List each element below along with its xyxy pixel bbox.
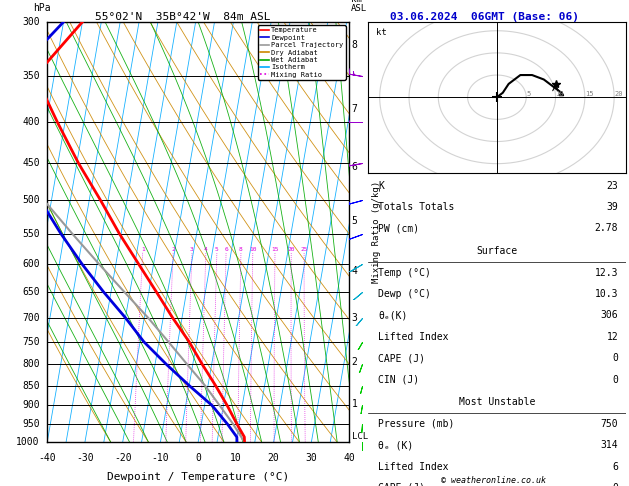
Text: 10: 10 <box>555 91 564 97</box>
Text: 300: 300 <box>22 17 40 27</box>
Text: 750: 750 <box>601 419 618 429</box>
Text: -10: -10 <box>152 453 169 463</box>
Text: 5: 5 <box>215 247 219 252</box>
Text: 23: 23 <box>606 181 618 191</box>
Text: Temp (°C): Temp (°C) <box>378 268 431 278</box>
Text: 4: 4 <box>352 266 357 276</box>
Text: 55°02'N  35B°42'W  84m ASL: 55°02'N 35B°42'W 84m ASL <box>94 12 270 22</box>
Text: -40: -40 <box>38 453 56 463</box>
Text: 10: 10 <box>249 247 257 252</box>
Text: Surface: Surface <box>476 246 518 256</box>
Text: 800: 800 <box>22 359 40 369</box>
Text: 7: 7 <box>352 104 357 114</box>
Text: 12.3: 12.3 <box>594 268 618 278</box>
Text: 950: 950 <box>22 419 40 429</box>
Text: km
ASL: km ASL <box>350 0 367 14</box>
Text: 0: 0 <box>195 453 201 463</box>
Text: 20: 20 <box>614 91 623 97</box>
Text: 2: 2 <box>171 247 175 252</box>
Text: Pressure (mb): Pressure (mb) <box>378 419 455 429</box>
Text: Mixing Ratio (g/kg): Mixing Ratio (g/kg) <box>372 181 381 283</box>
Text: 20: 20 <box>268 453 279 463</box>
Text: 6: 6 <box>612 462 618 471</box>
Text: 850: 850 <box>22 381 40 391</box>
Text: 03.06.2024  06GMT (Base: 06): 03.06.2024 06GMT (Base: 06) <box>390 12 579 22</box>
Text: 10.3: 10.3 <box>594 289 618 299</box>
Text: Lifted Index: Lifted Index <box>378 462 448 471</box>
Text: 450: 450 <box>22 158 40 169</box>
Text: 700: 700 <box>22 312 40 323</box>
Text: 400: 400 <box>22 117 40 127</box>
Text: -20: -20 <box>114 453 131 463</box>
Text: 600: 600 <box>22 259 40 269</box>
Text: 15: 15 <box>585 91 593 97</box>
Text: 1: 1 <box>141 247 145 252</box>
Text: 40: 40 <box>343 453 355 463</box>
Text: Lifted Index: Lifted Index <box>378 332 448 342</box>
Text: 3: 3 <box>190 247 194 252</box>
Text: θₑ (K): θₑ (K) <box>378 440 413 450</box>
Text: 350: 350 <box>22 70 40 81</box>
Text: 8: 8 <box>352 40 357 51</box>
Text: 0: 0 <box>612 375 618 384</box>
Legend: Temperature, Dewpoint, Parcel Trajectory, Dry Adiabat, Wet Adiabat, Isotherm, Mi: Temperature, Dewpoint, Parcel Trajectory… <box>258 25 345 80</box>
Text: 6: 6 <box>352 162 357 173</box>
Text: K: K <box>378 181 384 191</box>
Text: 750: 750 <box>22 337 40 347</box>
Text: 15: 15 <box>271 247 279 252</box>
Text: 4: 4 <box>204 247 208 252</box>
Text: kt: kt <box>376 28 386 37</box>
Text: CIN (J): CIN (J) <box>378 375 420 384</box>
Text: hPa: hPa <box>33 3 51 14</box>
Text: CAPE (J): CAPE (J) <box>378 353 425 363</box>
Text: 550: 550 <box>22 228 40 239</box>
Text: 6: 6 <box>224 247 228 252</box>
Text: Dewp (°C): Dewp (°C) <box>378 289 431 299</box>
Text: CAPE (J): CAPE (J) <box>378 483 425 486</box>
Text: 5: 5 <box>352 216 357 226</box>
Text: 0: 0 <box>612 483 618 486</box>
Text: 20: 20 <box>287 247 295 252</box>
Text: LCL: LCL <box>352 433 367 441</box>
Text: 5: 5 <box>526 91 530 97</box>
Text: 2.78: 2.78 <box>594 224 618 233</box>
Text: 650: 650 <box>22 287 40 297</box>
Text: 25: 25 <box>301 247 308 252</box>
Text: 0: 0 <box>612 353 618 363</box>
Text: 30: 30 <box>306 453 317 463</box>
Text: -30: -30 <box>76 453 94 463</box>
Text: 8: 8 <box>239 247 243 252</box>
Text: PW (cm): PW (cm) <box>378 224 420 233</box>
Text: 1: 1 <box>352 399 357 409</box>
Text: θₑ(K): θₑ(K) <box>378 311 408 320</box>
Text: 1000: 1000 <box>16 437 40 447</box>
Text: Most Unstable: Most Unstable <box>459 398 535 407</box>
Text: 10: 10 <box>230 453 242 463</box>
Text: Dewpoint / Temperature (°C): Dewpoint / Temperature (°C) <box>107 472 289 482</box>
Text: 39: 39 <box>606 202 618 212</box>
Text: Totals Totals: Totals Totals <box>378 202 455 212</box>
Text: © weatheronline.co.uk: © weatheronline.co.uk <box>442 476 546 485</box>
Text: 500: 500 <box>22 195 40 205</box>
Text: 314: 314 <box>601 440 618 450</box>
Text: 12: 12 <box>606 332 618 342</box>
Text: 306: 306 <box>601 311 618 320</box>
Text: 2: 2 <box>352 357 357 367</box>
Text: 900: 900 <box>22 400 40 411</box>
Text: 3: 3 <box>352 312 357 323</box>
